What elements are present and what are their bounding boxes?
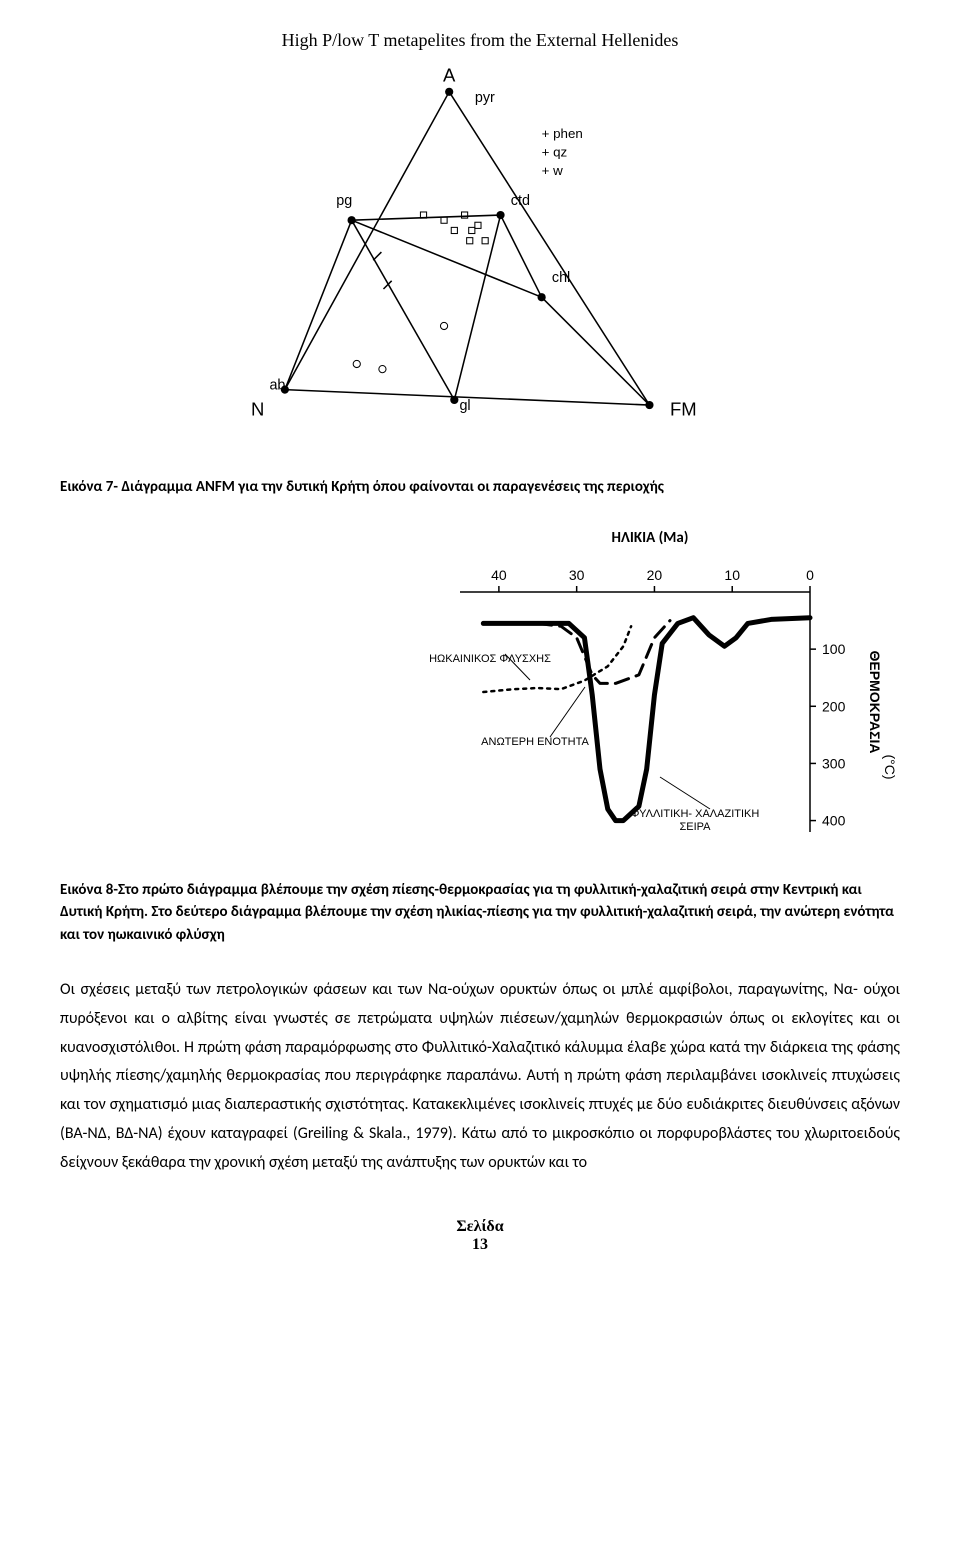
svg-text:ab: ab (269, 378, 285, 394)
svg-text:ΣΕΙΡΑ: ΣΕΙΡΑ (679, 821, 711, 833)
svg-text:10: 10 (724, 567, 740, 583)
page-footer: Σελίδα 13 (60, 1218, 900, 1254)
figure-age-temp: ΗΛΙΚΙΑ (Ma) 403020100100200300400 ΗΩΚΑΙΝ… (400, 529, 900, 859)
body-paragraph: Οι σχέσεις μεταξύ των πετρολογικών φάσεω… (60, 976, 900, 1178)
svg-text:(°C): (°C) (882, 754, 898, 779)
triangle-svg: A N FM pyr ab pg ctd chl gl + phen + qz + w (80, 61, 880, 441)
svg-text:ctd: ctd (511, 193, 530, 209)
figure-top-title: High P/low T metapelites from the Extern… (80, 30, 880, 51)
svg-text:ΗΩΚΑΙΝΙΚΟΣ ΦΛΥΣΧΗΣ: ΗΩΚΑΙΝΙΚΟΣ ΦΛΥΣΧΗΣ (429, 653, 551, 665)
svg-text:+ phen: + phen (542, 126, 583, 141)
svg-text:20: 20 (647, 567, 663, 583)
svg-text:30: 30 (569, 567, 585, 583)
caption-fig7: Εικόνα 7- Διάγραμμα ANFM για την δυτική … (60, 476, 900, 499)
svg-text:200: 200 (822, 698, 846, 714)
svg-text:pyr: pyr (475, 90, 495, 106)
svg-text:N: N (251, 398, 264, 419)
age-temp-title: ΗΛΙΚΙΑ (Ma) (400, 529, 900, 547)
footer-label: Σελίδα (60, 1218, 900, 1236)
svg-text:ΦΥΛΛΙΤΙΚΗ- ΧΑΛΑΖΙΤΙΚΗ: ΦΥΛΛΙΤΙΚΗ- ΧΑΛΑΖΙΤΙΚΗ (631, 808, 760, 820)
svg-text:gl: gl (459, 398, 470, 414)
svg-text:pg: pg (336, 193, 352, 209)
svg-text:ΑΝΩΤΕΡΗ ΕΝΟΤΗΤΑ: ΑΝΩΤΕΡΗ ΕΝΟΤΗΤΑ (481, 736, 589, 748)
svg-text:+ qz: + qz (542, 145, 568, 160)
svg-text:40: 40 (491, 567, 507, 583)
footer-page-number: 13 (60, 1236, 900, 1254)
svg-text:0: 0 (806, 567, 814, 583)
figure-age-temp-wrapper: ΗΛΙΚΙΑ (Ma) 403020100100200300400 ΗΩΚΑΙΝ… (60, 529, 900, 859)
svg-text:ΘΕΡΜΟΚΡΑΣΙΑ: ΘΕΡΜΟΚΡΑΣΙΑ (867, 650, 883, 753)
caption-fig8: Εικόνα 8-Στο πρώτο διάγραμμα βλέπουμε τη… (60, 879, 900, 947)
figure-anfm-triangle: High P/low T metapelites from the Extern… (60, 20, 900, 456)
svg-text:+ w: + w (542, 163, 563, 178)
svg-text:300: 300 (822, 755, 846, 771)
svg-text:FM: FM (670, 398, 697, 419)
svg-text:A: A (443, 65, 456, 86)
svg-text:400: 400 (822, 812, 846, 828)
age-temp-svg: 403020100100200300400 ΗΩΚΑΙΝΙΚΟΣ ΦΛΥΣΧΗΣ… (400, 552, 900, 852)
svg-text:100: 100 (822, 641, 846, 657)
svg-text:chl: chl (552, 270, 570, 286)
